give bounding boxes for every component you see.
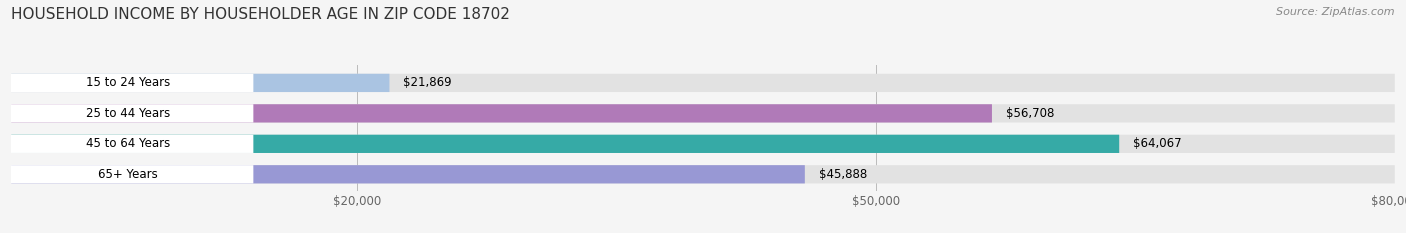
FancyBboxPatch shape [11,165,1395,183]
Text: 45 to 64 Years: 45 to 64 Years [86,137,170,150]
FancyBboxPatch shape [11,74,389,92]
Text: $64,067: $64,067 [1133,137,1181,150]
FancyBboxPatch shape [3,165,253,183]
Text: HOUSEHOLD INCOME BY HOUSEHOLDER AGE IN ZIP CODE 18702: HOUSEHOLD INCOME BY HOUSEHOLDER AGE IN Z… [11,7,510,22]
Text: $21,869: $21,869 [404,76,451,89]
Text: Source: ZipAtlas.com: Source: ZipAtlas.com [1277,7,1395,17]
FancyBboxPatch shape [11,135,1119,153]
Text: 25 to 44 Years: 25 to 44 Years [86,107,170,120]
Text: $45,888: $45,888 [818,168,868,181]
Text: 15 to 24 Years: 15 to 24 Years [86,76,170,89]
FancyBboxPatch shape [3,104,253,123]
FancyBboxPatch shape [11,165,804,183]
FancyBboxPatch shape [11,104,993,123]
FancyBboxPatch shape [3,135,253,153]
FancyBboxPatch shape [11,74,1395,92]
FancyBboxPatch shape [11,104,1395,123]
FancyBboxPatch shape [11,135,1395,153]
Text: $56,708: $56,708 [1005,107,1054,120]
FancyBboxPatch shape [3,74,253,92]
Text: 65+ Years: 65+ Years [98,168,157,181]
